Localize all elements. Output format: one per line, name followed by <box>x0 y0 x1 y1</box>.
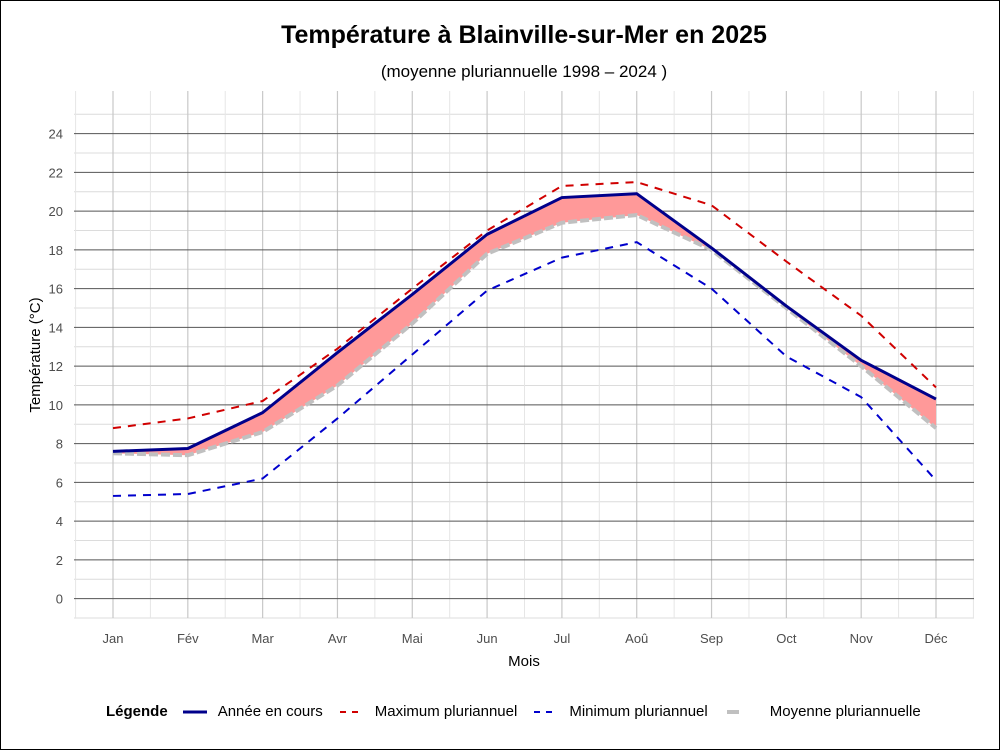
series-line-minimum-pluriannuel <box>112 241 937 497</box>
legend: Légende Année en cours Maximum pluriannue… <box>106 703 935 720</box>
y-tick-label: 6 <box>56 475 63 490</box>
x-tick-label: Sep <box>700 631 723 646</box>
legend-label: Année en cours <box>217 703 323 720</box>
ribbon-above-mean <box>113 193 936 456</box>
legend-item: Année en cours <box>180 703 323 720</box>
x-tick-label: Déc <box>924 631 948 646</box>
y-tick-label: 4 <box>56 514 63 529</box>
x-tick-label: Jan <box>103 631 124 646</box>
x-tick-label: Aoû <box>625 631 648 646</box>
legend-key-icon <box>182 710 207 713</box>
y-tick-label: 12 <box>49 359 63 374</box>
y-axis-label: Température (°C) <box>27 297 44 412</box>
x-tick-label: Jun <box>477 631 498 646</box>
y-tick-label: 24 <box>49 127 63 142</box>
series-line-moyenne-pluriannuelle <box>112 213 938 458</box>
x-tick-label: Avr <box>328 631 348 646</box>
legend-item: Moyenne pluriannuelle <box>722 703 921 720</box>
legend-item: Minimum pluriannuel <box>531 703 708 720</box>
legend-label: Maximum pluriannuel <box>374 703 518 720</box>
chart-subtitle: (moyenne pluriannuelle 1998 – 2024 ) <box>380 62 668 81</box>
y-tick-label: 14 <box>49 320 63 335</box>
legend-key-icon <box>534 710 559 713</box>
x-tick-label: Mai <box>402 631 423 646</box>
y-tick-label: 2 <box>56 553 63 568</box>
y-tick-label: 22 <box>49 165 63 180</box>
x-tick-label: Fév <box>177 631 199 646</box>
legend-key-icon <box>339 710 364 713</box>
y-tick-label: 0 <box>56 592 63 607</box>
x-tick-label: Oct <box>776 631 797 646</box>
x-tick-label: Nov <box>850 631 874 646</box>
legend-key-icon <box>726 709 739 714</box>
series-line-maximum-pluriannuel <box>112 181 937 430</box>
y-tick-label: 8 <box>56 437 63 452</box>
series-line-année-en-cours <box>112 192 937 453</box>
legend-label: Minimum pluriannuel <box>569 703 708 720</box>
x-axis-label: Mois <box>508 653 540 670</box>
y-tick-label: 16 <box>49 282 63 297</box>
legend-item: Maximum pluriannuel <box>337 703 518 720</box>
y-tick-label: 20 <box>49 204 63 219</box>
x-tick-label: Jul <box>554 631 571 646</box>
chart-title: Température à Blainville-sur-Mer en 2025 <box>281 21 767 49</box>
y-tick-label: 10 <box>49 398 63 413</box>
legend-label: Moyenne pluriannuelle <box>769 703 921 720</box>
x-tick-label: Mar <box>251 631 274 646</box>
legend-title: Légende <box>106 703 168 720</box>
y-tick-label: 18 <box>49 243 63 258</box>
